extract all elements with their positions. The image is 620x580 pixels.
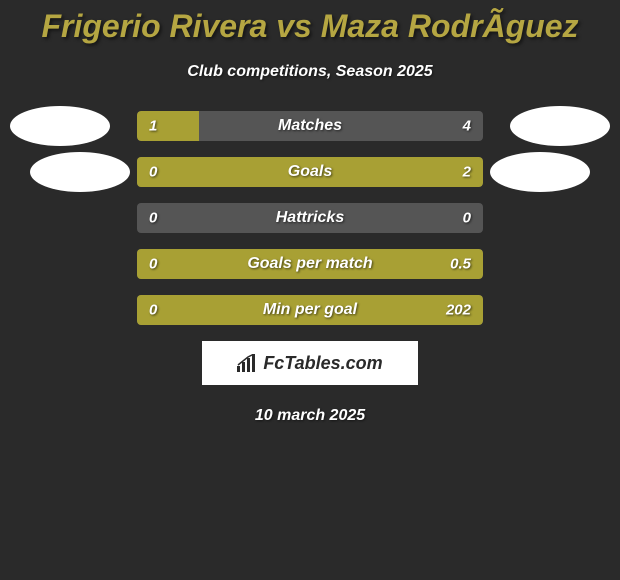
- stat-row: 14Matches: [0, 111, 620, 141]
- stat-label: Goals: [137, 163, 483, 181]
- logo: FcTables.com: [237, 353, 382, 374]
- player-avatar-left: [30, 152, 130, 192]
- logo-box: FcTables.com: [202, 341, 418, 385]
- stat-label: Matches: [137, 117, 483, 135]
- stat-row: 00Hattricks: [0, 203, 620, 233]
- bar-track: 14Matches: [137, 111, 483, 141]
- stat-row: 0202Min per goal: [0, 295, 620, 325]
- bars-icon: [237, 354, 259, 372]
- page-title: Frigerio Rivera vs Maza RodrÃ­guez: [0, 0, 620, 45]
- date-label: 10 march 2025: [0, 407, 620, 425]
- stat-row: 02Goals: [0, 157, 620, 187]
- stat-label: Goals per match: [137, 255, 483, 273]
- bar-track: 0202Min per goal: [137, 295, 483, 325]
- stat-label: Min per goal: [137, 301, 483, 319]
- bar-track: 02Goals: [137, 157, 483, 187]
- bar-track: 00Hattricks: [137, 203, 483, 233]
- player-avatar-right: [510, 106, 610, 146]
- player-avatar-right: [490, 152, 590, 192]
- stat-label: Hattricks: [137, 209, 483, 227]
- stat-row: 00.5Goals per match: [0, 249, 620, 279]
- bar-track: 00.5Goals per match: [137, 249, 483, 279]
- subtitle: Club competitions, Season 2025: [0, 63, 620, 81]
- logo-text: FcTables.com: [263, 353, 382, 374]
- player-avatar-left: [10, 106, 110, 146]
- comparison-chart: 14Matches 02Goals 00Hattricks 00.5Goals per…: [0, 111, 620, 325]
